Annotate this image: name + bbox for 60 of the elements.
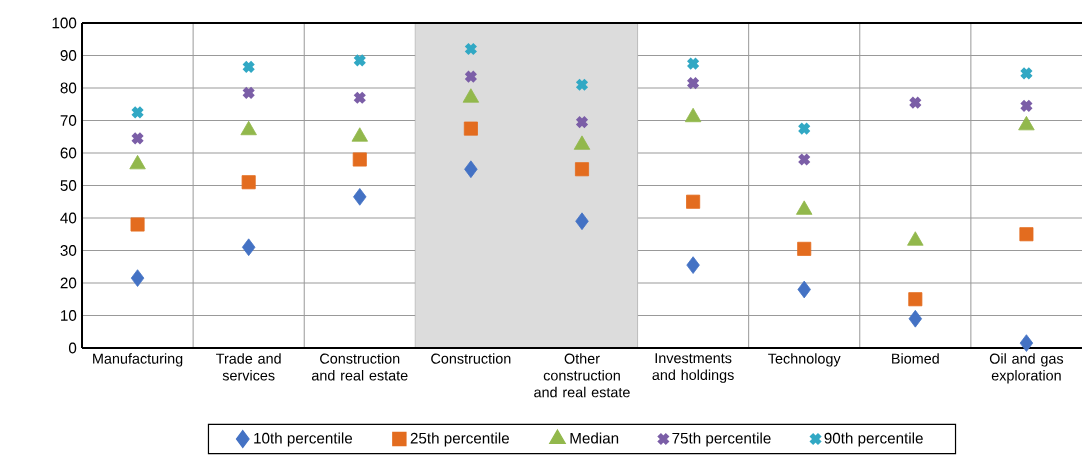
legend-label: Median — [570, 432, 619, 444]
legend-label: 10th percentile — [254, 432, 353, 447]
point — [241, 175, 256, 190]
point — [130, 131, 145, 146]
legend-label: 90th percentile — [824, 432, 923, 447]
x-tick-label: Construction — [431, 353, 511, 364]
x-tick-label: Investments and holdings — [652, 353, 734, 383]
y-tick-label: 90 — [60, 50, 77, 61]
point — [464, 69, 478, 84]
y-tick-label: 30 — [60, 245, 77, 256]
point — [241, 60, 256, 74]
point — [797, 121, 812, 136]
point — [575, 115, 589, 129]
legend-label: 75th percentile — [672, 432, 771, 447]
legend-label: 25th percentile — [410, 432, 509, 447]
x-tick-label: Manufacturing — [93, 353, 183, 367]
y-tick-label: 0 — [68, 342, 77, 354]
x-tick-label: Other construction and real estate — [534, 353, 630, 398]
point — [908, 309, 923, 328]
point — [686, 56, 700, 71]
point — [1019, 66, 1034, 81]
x-tick-label: Construction and real estate — [311, 353, 408, 381]
point — [352, 152, 367, 167]
point — [463, 121, 478, 136]
x-tick-label: Technology — [768, 353, 841, 367]
point — [797, 241, 812, 256]
x-tick-label: Trade and services — [216, 353, 281, 381]
point — [352, 90, 367, 105]
point — [686, 76, 700, 90]
point — [241, 238, 256, 257]
point — [575, 212, 589, 231]
point — [1019, 334, 1034, 352]
point — [574, 162, 589, 177]
point — [464, 42, 478, 56]
point — [575, 77, 589, 92]
point — [1019, 99, 1034, 113]
point — [130, 269, 145, 287]
point — [908, 292, 923, 307]
point — [908, 95, 923, 110]
point — [352, 53, 367, 68]
y-tick-label: 100 — [52, 17, 77, 29]
y-tick-label: 70 — [60, 115, 77, 126]
y-tick-label: 20 — [60, 277, 77, 289]
point — [686, 194, 701, 209]
point — [353, 188, 367, 206]
x-tick-label: Biomed — [892, 353, 939, 364]
y-tick-label: 60 — [60, 147, 77, 159]
y-tick-label: 40 — [60, 212, 77, 224]
point — [130, 217, 145, 232]
point — [797, 152, 812, 167]
y-tick-label: 10 — [61, 310, 77, 321]
point — [464, 160, 478, 179]
y-tick-label: 80 — [60, 82, 77, 94]
point — [686, 256, 700, 274]
point — [241, 86, 256, 100]
point — [130, 105, 145, 120]
x-tick-label: Oil and gas exploration — [989, 353, 1064, 384]
point — [797, 280, 811, 299]
point — [1019, 227, 1034, 242]
y-tick-label: 50 — [60, 180, 77, 191]
